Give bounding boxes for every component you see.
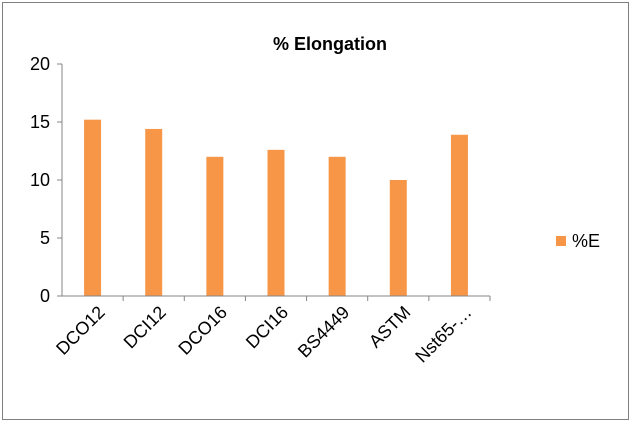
bar-nst65 bbox=[450, 134, 468, 296]
x-tick-label: DCO12 bbox=[52, 302, 109, 359]
x-tick-label: DCI16 bbox=[242, 302, 292, 352]
bar-bs4449 bbox=[328, 156, 346, 296]
bar-dco16 bbox=[206, 156, 224, 296]
chart-title: % Elongation bbox=[273, 34, 387, 54]
legend-swatch-e bbox=[556, 236, 566, 246]
bar-dco12 bbox=[84, 119, 102, 297]
x-tick-label: ASTM bbox=[365, 302, 415, 352]
legend: %E bbox=[556, 231, 600, 251]
y-tick-label: 0 bbox=[40, 286, 50, 306]
x-tick-label: Nst65-… bbox=[411, 302, 475, 366]
x-tick-label: DCI12 bbox=[120, 302, 170, 352]
y-tick-label: 20 bbox=[30, 54, 50, 74]
y-axis: 0 5 10 15 20 bbox=[30, 54, 63, 306]
bar-dci12 bbox=[145, 128, 163, 296]
legend-label-e: %E bbox=[572, 231, 600, 251]
y-tick-label: 10 bbox=[30, 170, 50, 190]
plot-area bbox=[84, 119, 468, 297]
x-tick-label: BS4449 bbox=[294, 302, 353, 361]
x-axis: DCO12 DCI12 DCO16 DCI16 BS4449 ASTMNst65-… bbox=[52, 295, 491, 366]
y-tick-label: 5 bbox=[40, 228, 50, 248]
bar-astm bbox=[389, 180, 407, 296]
bar-dci16 bbox=[267, 149, 285, 296]
x-tick-label: DCO16 bbox=[174, 302, 231, 359]
y-tick-label: 15 bbox=[30, 112, 50, 132]
